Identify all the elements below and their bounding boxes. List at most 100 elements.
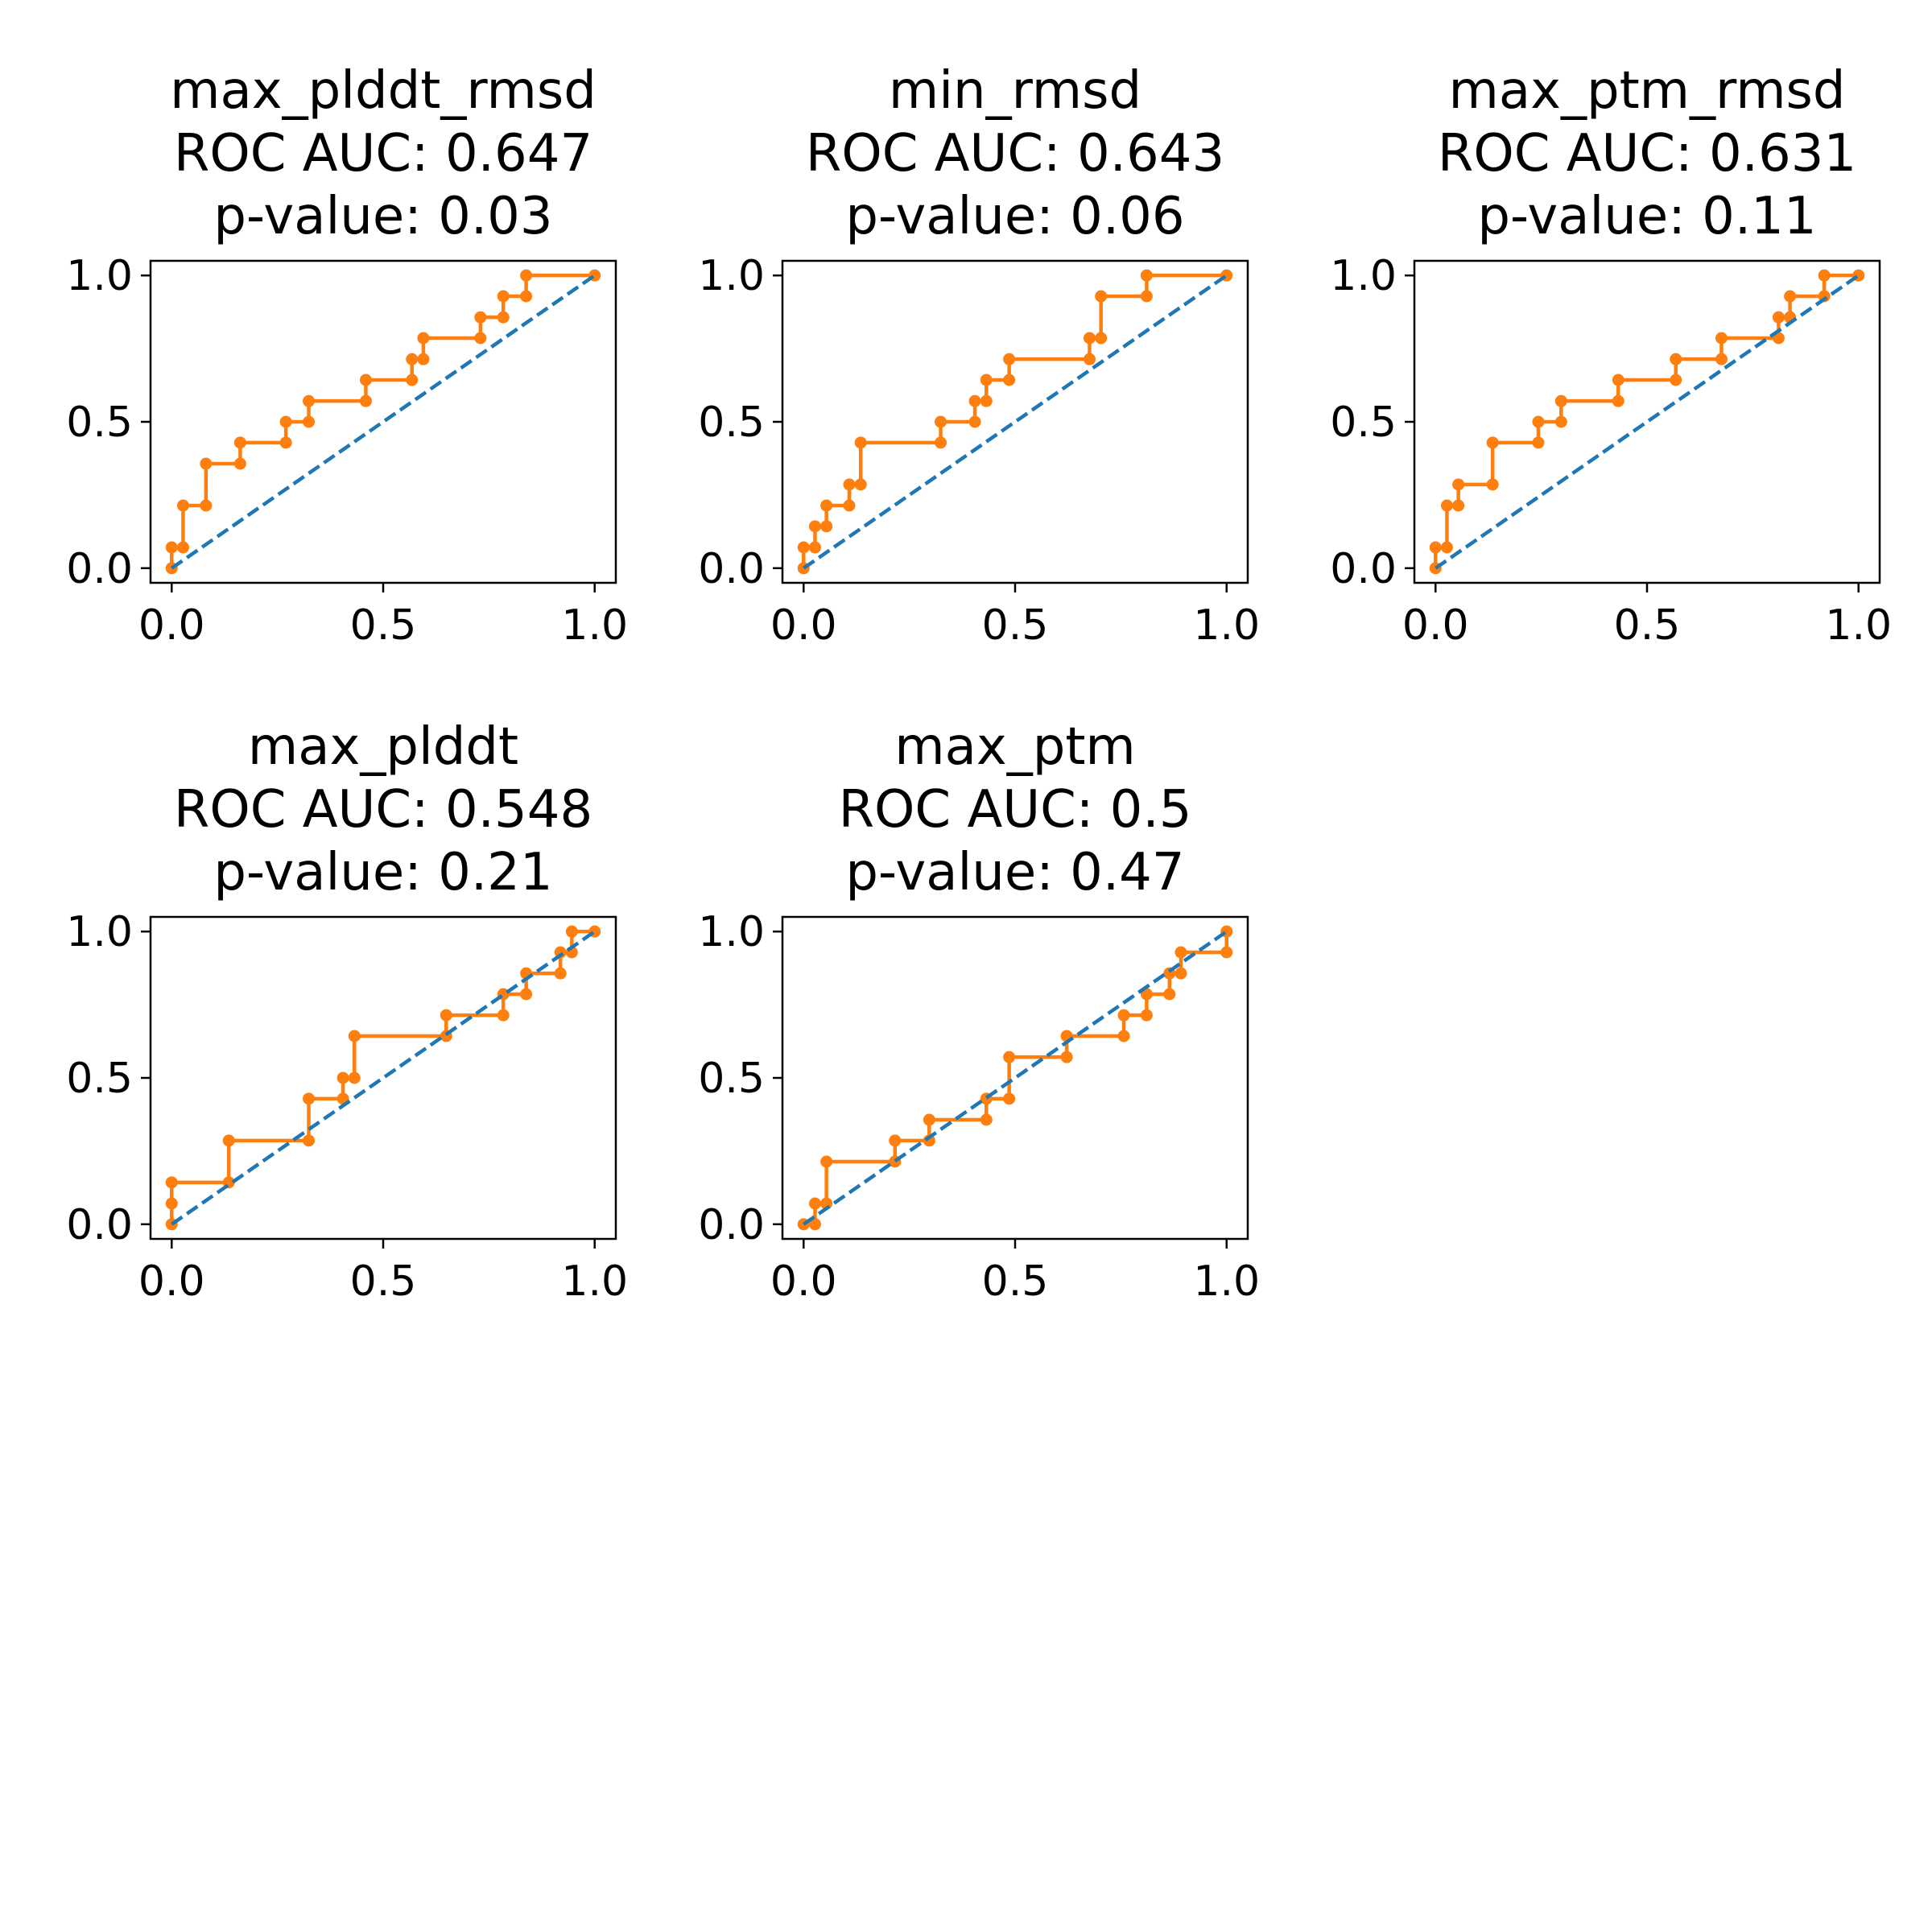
panel-title-line: p-value: 0.06 [845, 187, 1184, 246]
x-tick-label: 0.5 [982, 1257, 1049, 1306]
roc-point [348, 1071, 361, 1084]
roc-curve-line [170, 929, 595, 1224]
y-tick-label: 1.0 [698, 252, 765, 300]
roc-point [980, 374, 993, 386]
y-tick-label: 0.0 [66, 545, 133, 593]
chance-diagonal-line [170, 274, 597, 570]
panel-title-line: ROC AUC: 0.548 [174, 780, 592, 840]
panel-title-line: ROC AUC: 0.631 [1438, 124, 1856, 184]
roc-point [1486, 478, 1499, 491]
roc-point [1429, 541, 1442, 554]
roc-point [336, 1071, 349, 1084]
roc-point [417, 332, 430, 345]
chance-diagonal-line [170, 930, 597, 1226]
roc-point [1174, 967, 1187, 980]
panel-title-line: max_ptm_rmsd [1449, 61, 1846, 121]
roc-point [1772, 332, 1785, 345]
y-tick-label: 1.0 [66, 908, 133, 956]
roc-point [440, 1009, 452, 1022]
x-tick-label: 0.5 [1614, 601, 1681, 650]
roc-point [233, 436, 246, 449]
roc-point [1060, 1051, 1073, 1063]
roc-point [1117, 1030, 1130, 1042]
roc-point [797, 541, 810, 554]
roc-point [1486, 436, 1499, 449]
panel-title-line: max_plddt_rmsd [170, 61, 597, 121]
roc-point [843, 478, 856, 491]
roc-point [843, 499, 856, 512]
y-tick-label: 0.0 [698, 545, 765, 593]
roc-point [820, 520, 833, 533]
roc-point [497, 290, 510, 303]
roc-point [935, 436, 947, 449]
roc-point [1715, 353, 1728, 365]
x-tick-label: 1.0 [1193, 601, 1260, 650]
roc-point [980, 394, 993, 407]
x-tick-label: 1.0 [1825, 601, 1892, 650]
x-tick-label: 0.0 [770, 601, 837, 650]
roc-point [1452, 478, 1465, 491]
roc-point [417, 353, 430, 365]
panel-title-line: max_plddt [248, 717, 518, 777]
roc-point [303, 394, 316, 407]
roc-point [474, 332, 487, 345]
roc-point [1095, 290, 1108, 303]
roc-point [554, 967, 567, 980]
chance-diagonal-line [802, 930, 1228, 1226]
roc-point [176, 541, 189, 554]
roc-point [1818, 269, 1831, 282]
roc-point [165, 1176, 178, 1189]
y-tick-label: 0.0 [66, 1201, 133, 1249]
roc-point [406, 374, 419, 386]
roc-point [165, 541, 178, 554]
roc-point [565, 925, 578, 938]
roc-point [1715, 332, 1728, 345]
x-tick-label: 0.0 [138, 601, 205, 650]
roc-point [474, 311, 487, 324]
roc-point [1083, 332, 1096, 345]
roc-point [200, 457, 213, 470]
x-tick-label: 0.5 [350, 601, 417, 650]
roc-point [935, 415, 947, 428]
roc-point [1670, 374, 1682, 386]
x-tick-label: 0.0 [770, 1257, 837, 1306]
y-tick-label: 1.0 [1330, 252, 1397, 300]
roc-point [980, 1113, 993, 1126]
panel-title-line: ROC AUC: 0.5 [839, 780, 1192, 840]
roc-point [1452, 499, 1465, 512]
roc-point [1095, 332, 1108, 345]
x-tick-label: 0.0 [138, 1257, 205, 1306]
roc-point [1554, 415, 1567, 428]
roc-point [808, 1197, 821, 1210]
panel-title-line: min_rmsd [889, 61, 1141, 121]
roc-point [1140, 1009, 1153, 1022]
x-tick-label: 0.5 [982, 601, 1049, 650]
y-tick-label: 0.0 [1330, 545, 1397, 593]
roc-point [303, 1092, 316, 1105]
roc-point [165, 1197, 178, 1210]
roc-point [497, 1009, 510, 1022]
roc-point [1670, 353, 1682, 365]
roc-point [1174, 946, 1187, 959]
roc-point [968, 394, 981, 407]
roc-point [1554, 394, 1567, 407]
chance-diagonal-line [1434, 274, 1860, 570]
roc-point [279, 436, 292, 449]
panel-title-line: ROC AUC: 0.647 [174, 124, 592, 184]
y-tick-label: 0.5 [698, 398, 765, 447]
roc-point [1772, 311, 1785, 324]
roc-point [359, 394, 372, 407]
roc-point [1140, 290, 1153, 303]
roc-point [1163, 988, 1176, 1001]
roc-point [348, 1030, 361, 1042]
roc-point [889, 1134, 902, 1147]
y-tick-label: 0.0 [698, 1201, 765, 1249]
roc-point [1532, 436, 1545, 449]
roc-point [808, 541, 821, 554]
roc-point [1003, 353, 1016, 365]
